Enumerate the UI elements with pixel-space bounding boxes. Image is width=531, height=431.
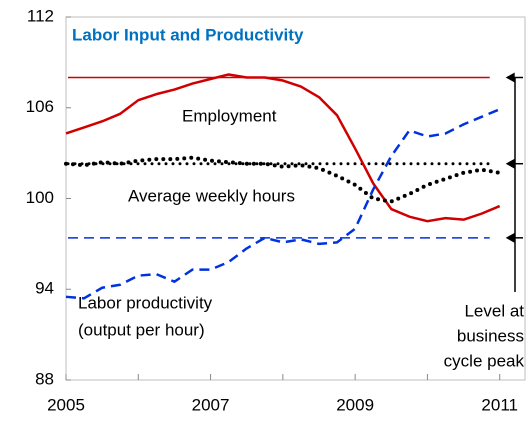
series-line [64,155,502,204]
series-label: Employment [182,106,277,125]
x-tick-label: 2011 [481,395,518,414]
series-label: Labor productivity [78,293,213,312]
series-line [65,73,501,223]
x-tick-label: 2007 [192,395,230,414]
reference-arrowhead [505,158,515,169]
y-tick-label: 106 [26,97,54,116]
y-tick-label: 88 [35,369,54,388]
x-tick-label: 2005 [47,395,85,414]
series-label-note: (output per hour) [78,320,205,339]
chart-title: Labor Input and Productivity [72,25,304,44]
reference-annotation: Level at [464,301,524,320]
reference-annotation: business [457,326,524,345]
y-tick-label: 112 [27,6,54,25]
series-label: Average weekly hours [128,186,295,205]
x-tick-label: 2009 [336,395,374,414]
y-tick-label: 100 [26,188,54,207]
reference-arrowhead [505,232,515,243]
reference-annotation: cycle peak [444,351,525,370]
y-tick-label: 94 [35,279,54,298]
reference-arrowhead [505,72,515,83]
